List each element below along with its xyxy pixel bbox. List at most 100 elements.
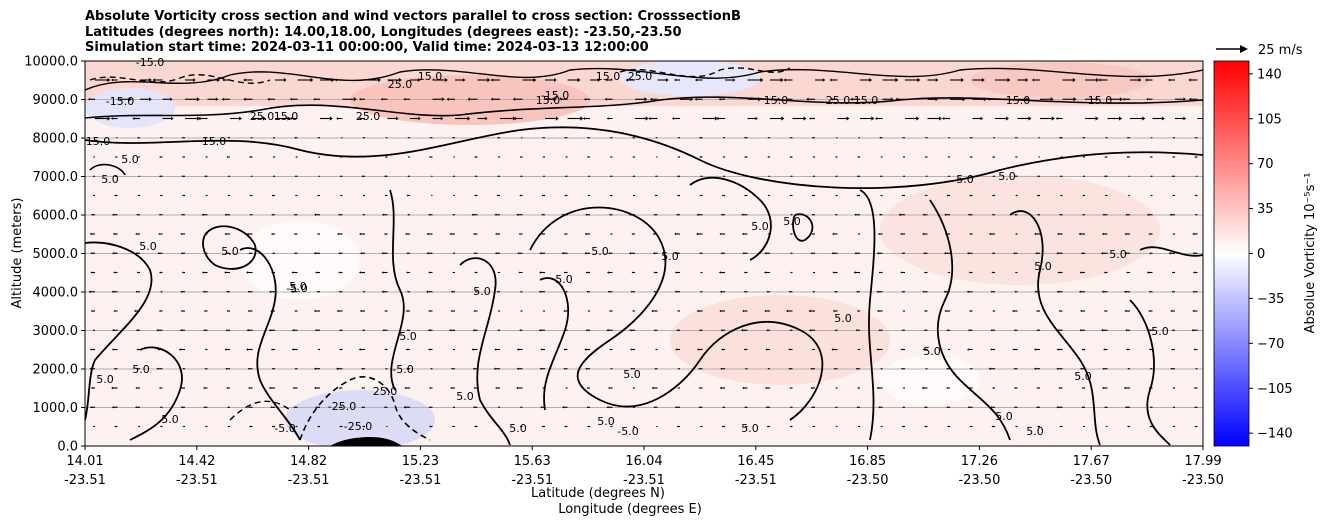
wind-vector-head	[88, 290, 91, 294]
contour-label: 5.0	[121, 153, 139, 166]
wind-vector-head	[781, 116, 785, 121]
y-axis-label: Altitude (meters)	[10, 198, 25, 309]
wind-vector-head	[655, 156, 657, 158]
title-line-1: Absolute Vorticity cross section and win…	[85, 9, 741, 24]
wind-vector-head	[925, 175, 927, 178]
wind-vector-head	[1014, 156, 1017, 158]
wind-vector-head	[677, 310, 679, 312]
wind-vector-head	[197, 116, 201, 121]
wind-vector-head	[317, 348, 319, 351]
wind-vector-head	[924, 425, 926, 428]
wind-vector-head	[317, 425, 319, 428]
wind-vector-head	[610, 367, 612, 370]
wind-vector-head	[856, 406, 858, 409]
wind-vector-head	[1191, 328, 1194, 332]
wind-vector-head	[699, 425, 702, 428]
wind-vector-head	[607, 290, 610, 293]
wind-vector-head	[1193, 348, 1196, 351]
wind-vector-head	[89, 348, 92, 351]
wind-vector-head	[112, 252, 114, 255]
wind-vector-head	[1036, 194, 1039, 197]
wind-vector-head	[943, 251, 946, 255]
contour-label: 5.0	[1074, 370, 1092, 383]
wind-vector-head	[473, 309, 475, 313]
wind-vector-head	[1101, 290, 1104, 293]
wind-vector-head	[1038, 156, 1040, 158]
y-tick-label: 8000.0	[33, 132, 79, 147]
contour-line	[85, 96, 1203, 119]
wind-vector-head	[315, 406, 317, 409]
contour-label: 5.0	[96, 373, 114, 386]
chart-title-block: Absolute Vorticity cross section and win…	[85, 9, 741, 56]
contour-label: 5.0	[591, 245, 609, 258]
wind-vector-head	[720, 329, 723, 332]
wind-vector-head	[922, 290, 925, 293]
wind-vector-head	[610, 425, 612, 428]
wind-vector-head	[428, 348, 430, 351]
wind-vector-head	[135, 290, 138, 293]
wind-vector-head	[1031, 78, 1035, 82]
negative-patch	[620, 61, 760, 96]
wind-vector-head	[317, 194, 319, 197]
wind-vector-head	[1101, 232, 1104, 236]
wind-vector-head	[90, 309, 93, 313]
y-tick-label: 1000.0	[33, 401, 79, 416]
contour-label: 5.0	[834, 312, 852, 325]
wind-vector-head	[925, 367, 927, 370]
wind-vector-head	[1056, 251, 1059, 255]
wind-vector-head	[149, 78, 152, 82]
wind-vector-head	[180, 252, 183, 255]
wind-vector-head	[946, 329, 948, 332]
wind-vector-head	[718, 271, 721, 274]
wind-vector-head	[587, 425, 589, 428]
wind-vector-head	[553, 97, 557, 102]
wind-vector-head	[318, 175, 320, 178]
wind-vector-head	[314, 329, 317, 332]
contour-label: -5.0	[286, 282, 307, 295]
wind-vector-head	[485, 116, 488, 121]
wind-vector-head	[182, 194, 184, 197]
wind-vector-head	[966, 290, 969, 293]
wind-vector-head	[132, 117, 135, 120]
wind-vector-head	[833, 367, 836, 370]
wind-vector-head	[811, 406, 813, 409]
wind-vector-head	[674, 271, 677, 274]
contour-label: -15.0	[106, 95, 134, 108]
wind-vector-head	[1172, 233, 1174, 235]
wind-vector-head	[608, 252, 610, 255]
x-tick-label-lat: 17.26	[961, 454, 998, 469]
wind-vector-head	[293, 232, 296, 236]
wind-vector-head	[249, 156, 251, 158]
wind-vector-head	[295, 156, 297, 158]
wind-vector-head	[942, 116, 945, 121]
wind-vector-head	[111, 386, 114, 390]
wind-vector-head	[426, 290, 429, 294]
wind-vector-head	[690, 97, 694, 102]
wind-vector-head	[652, 232, 655, 236]
wind-vector-head	[205, 233, 207, 235]
wind-vector-head	[699, 329, 701, 332]
wind-vector-head	[1059, 136, 1061, 139]
wind-vector-head	[359, 309, 362, 313]
y-tick-label: 3000.0	[33, 324, 79, 339]
wind-vector-head	[632, 136, 634, 139]
wind-vector-head	[248, 386, 250, 390]
wind-vector-head	[716, 116, 719, 121]
wind-vector-head	[924, 194, 927, 197]
wind-vector-head	[901, 329, 903, 332]
wind-vector-head	[239, 116, 242, 121]
x-tick-label-lon: -23.50	[1070, 473, 1112, 488]
wind-vector-head	[988, 367, 991, 371]
wind-vector-head	[584, 252, 587, 255]
wind-vector-head	[586, 156, 589, 158]
wind-vector-head	[225, 329, 228, 332]
wind-vector-head	[938, 116, 942, 121]
wind-vector-head	[1172, 136, 1174, 139]
wind-vector-head	[653, 290, 655, 293]
wind-vector-head	[403, 97, 406, 101]
wind-vector-head	[472, 367, 475, 370]
wind-vector-head	[452, 348, 454, 351]
wind-vector-head	[809, 117, 811, 120]
wind-vector-head	[583, 117, 586, 120]
wind-vector-head	[1056, 290, 1059, 294]
